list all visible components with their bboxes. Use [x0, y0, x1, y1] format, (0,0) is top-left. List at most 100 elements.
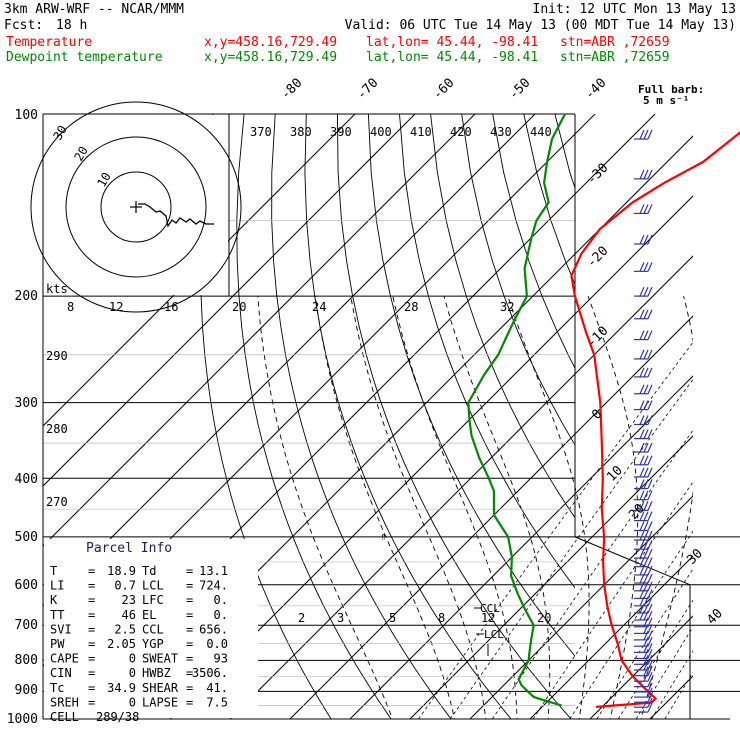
wind-barb	[634, 511, 653, 522]
parcel-row-equals: =	[186, 652, 193, 666]
wind-barb-flag	[643, 384, 649, 394]
parcel-row-label: CAPE	[50, 652, 79, 666]
isotherm-line	[169, 195, 693, 719]
init-time: Init: 12 UTC Mon 13 May 13	[532, 2, 737, 17]
wind-barb-flag	[643, 671, 649, 682]
parcel-row-label: LFC	[142, 593, 164, 607]
parcel-row-label: SHEAR	[142, 681, 179, 695]
parcel-row-label: T	[50, 564, 57, 578]
wind-barb	[634, 573, 653, 584]
wind-barb	[634, 682, 653, 693]
isotherm-label: -30	[584, 161, 611, 188]
parcel-row-equals: =	[88, 637, 95, 651]
wind-barb-flag	[639, 479, 645, 489]
mixing-ratio-line	[664, 671, 693, 719]
wind-barb-flag	[647, 581, 653, 592]
isotherm-label: -70	[354, 76, 381, 103]
wind-barb-flag	[639, 442, 645, 453]
wind-barb-flag	[643, 660, 649, 671]
dry-adiabat-line	[586, 114, 740, 732]
wind-barb-flag	[647, 666, 653, 676]
wind-barb-flag	[647, 624, 653, 634]
wind-barb-flag	[647, 349, 653, 360]
wind-barb-flag	[639, 610, 645, 621]
wind-barb-flag	[643, 589, 649, 599]
wind-barb-flag	[639, 573, 645, 584]
dry-adiabat-line	[399, 114, 575, 589]
dry-adiabat-line	[648, 114, 740, 732]
wind-barb-flag	[639, 467, 645, 478]
pressure-label: 800	[15, 653, 38, 668]
wind-barb	[634, 309, 653, 320]
wind-barb-flag	[647, 415, 653, 425]
parcel-row-label: LAPSE	[142, 695, 178, 709]
wind-barb-flag	[639, 557, 645, 567]
isotherm-line	[43, 114, 416, 487]
parcel-row-equals: =	[88, 695, 95, 709]
wind-barb-flag	[639, 262, 645, 272]
wind-barb-flag	[647, 530, 653, 541]
hodograph-ring-label: 10	[94, 170, 113, 190]
wind-barb-flag	[647, 521, 653, 531]
moist-adiabat-line	[392, 296, 518, 719]
isotherm-line	[349, 375, 693, 719]
parcel-row-label: SREH	[50, 695, 79, 709]
cell-value: 289/38	[96, 710, 139, 724]
parcel-row-label: CCL	[142, 622, 164, 636]
cell-label: CELL	[50, 710, 79, 724]
wind-barb-flag	[639, 286, 645, 297]
wind-barb	[634, 671, 653, 682]
theta-label: 370	[250, 125, 272, 139]
wind-barb-flag	[643, 624, 649, 634]
wind-barb-flag	[643, 442, 649, 453]
dry-adiabat-line	[617, 114, 740, 732]
wind-barb-flag	[643, 501, 649, 511]
wind-barb-flag	[639, 384, 645, 394]
mixing-ratio-label: 28	[404, 300, 418, 314]
parcel-row-equals: =	[88, 608, 95, 622]
wind-barb-flag	[643, 467, 649, 478]
isotherm-line	[43, 114, 536, 607]
wind-barb	[634, 384, 653, 395]
wind-barb-flag	[643, 565, 649, 576]
theta-label: 290	[46, 349, 68, 363]
parcel-row-equals: =	[88, 652, 95, 666]
isotherm-label: 30	[684, 546, 706, 568]
parcel-row-label: LI	[50, 579, 64, 593]
mixing-ratio-line	[569, 530, 693, 719]
wind-barb	[634, 692, 653, 703]
mixing-ratio-label: 20	[232, 300, 246, 314]
theta-label: 280	[46, 422, 68, 436]
pressure-label: 900	[15, 683, 38, 698]
wind-barb-flag	[647, 330, 653, 340]
wind-barb-flag	[639, 415, 645, 425]
dry-adiabat-line	[236, 114, 392, 719]
mixing-ratio-labels: 8 12 16 20 24 28 32 2 3 5 8 12 20	[67, 300, 551, 625]
mixing-ratio-label: 32	[500, 300, 514, 314]
wind-barb	[634, 490, 653, 501]
parcel-row-label: SVI	[50, 622, 72, 636]
parcel-row-equals: =	[88, 681, 95, 695]
mixing-ratio-line	[635, 626, 693, 719]
isotherm-label: 0	[589, 407, 605, 423]
wind-barb-flag	[639, 530, 645, 541]
wind-barb-flag	[639, 330, 645, 340]
parcel-row-value: 93	[214, 652, 228, 666]
dry-adiabat-line	[430, 114, 575, 519]
wind-barb-flag	[639, 501, 645, 511]
parcel-row-equals: =	[88, 593, 95, 607]
ccl-marker: CCL	[480, 602, 500, 615]
wind-barb-flag	[647, 682, 653, 693]
wind-barb	[634, 429, 653, 440]
hodograph-labels: kts 10 20 30	[46, 123, 114, 296]
wind-barb-flag	[647, 455, 653, 466]
wind-barb	[634, 204, 653, 215]
mixing-ratio-label: 16	[164, 300, 178, 314]
wind-barb-flag	[639, 429, 645, 439]
dry-adiabat-line	[679, 114, 740, 732]
wind-barb-flag	[643, 262, 649, 272]
parcel-row-label: HWBZ	[142, 666, 171, 680]
wind-barb-flag	[647, 501, 653, 511]
pressure-axis-labels: 100 200 300 400 500 600 700 800 900 1000	[7, 108, 38, 727]
